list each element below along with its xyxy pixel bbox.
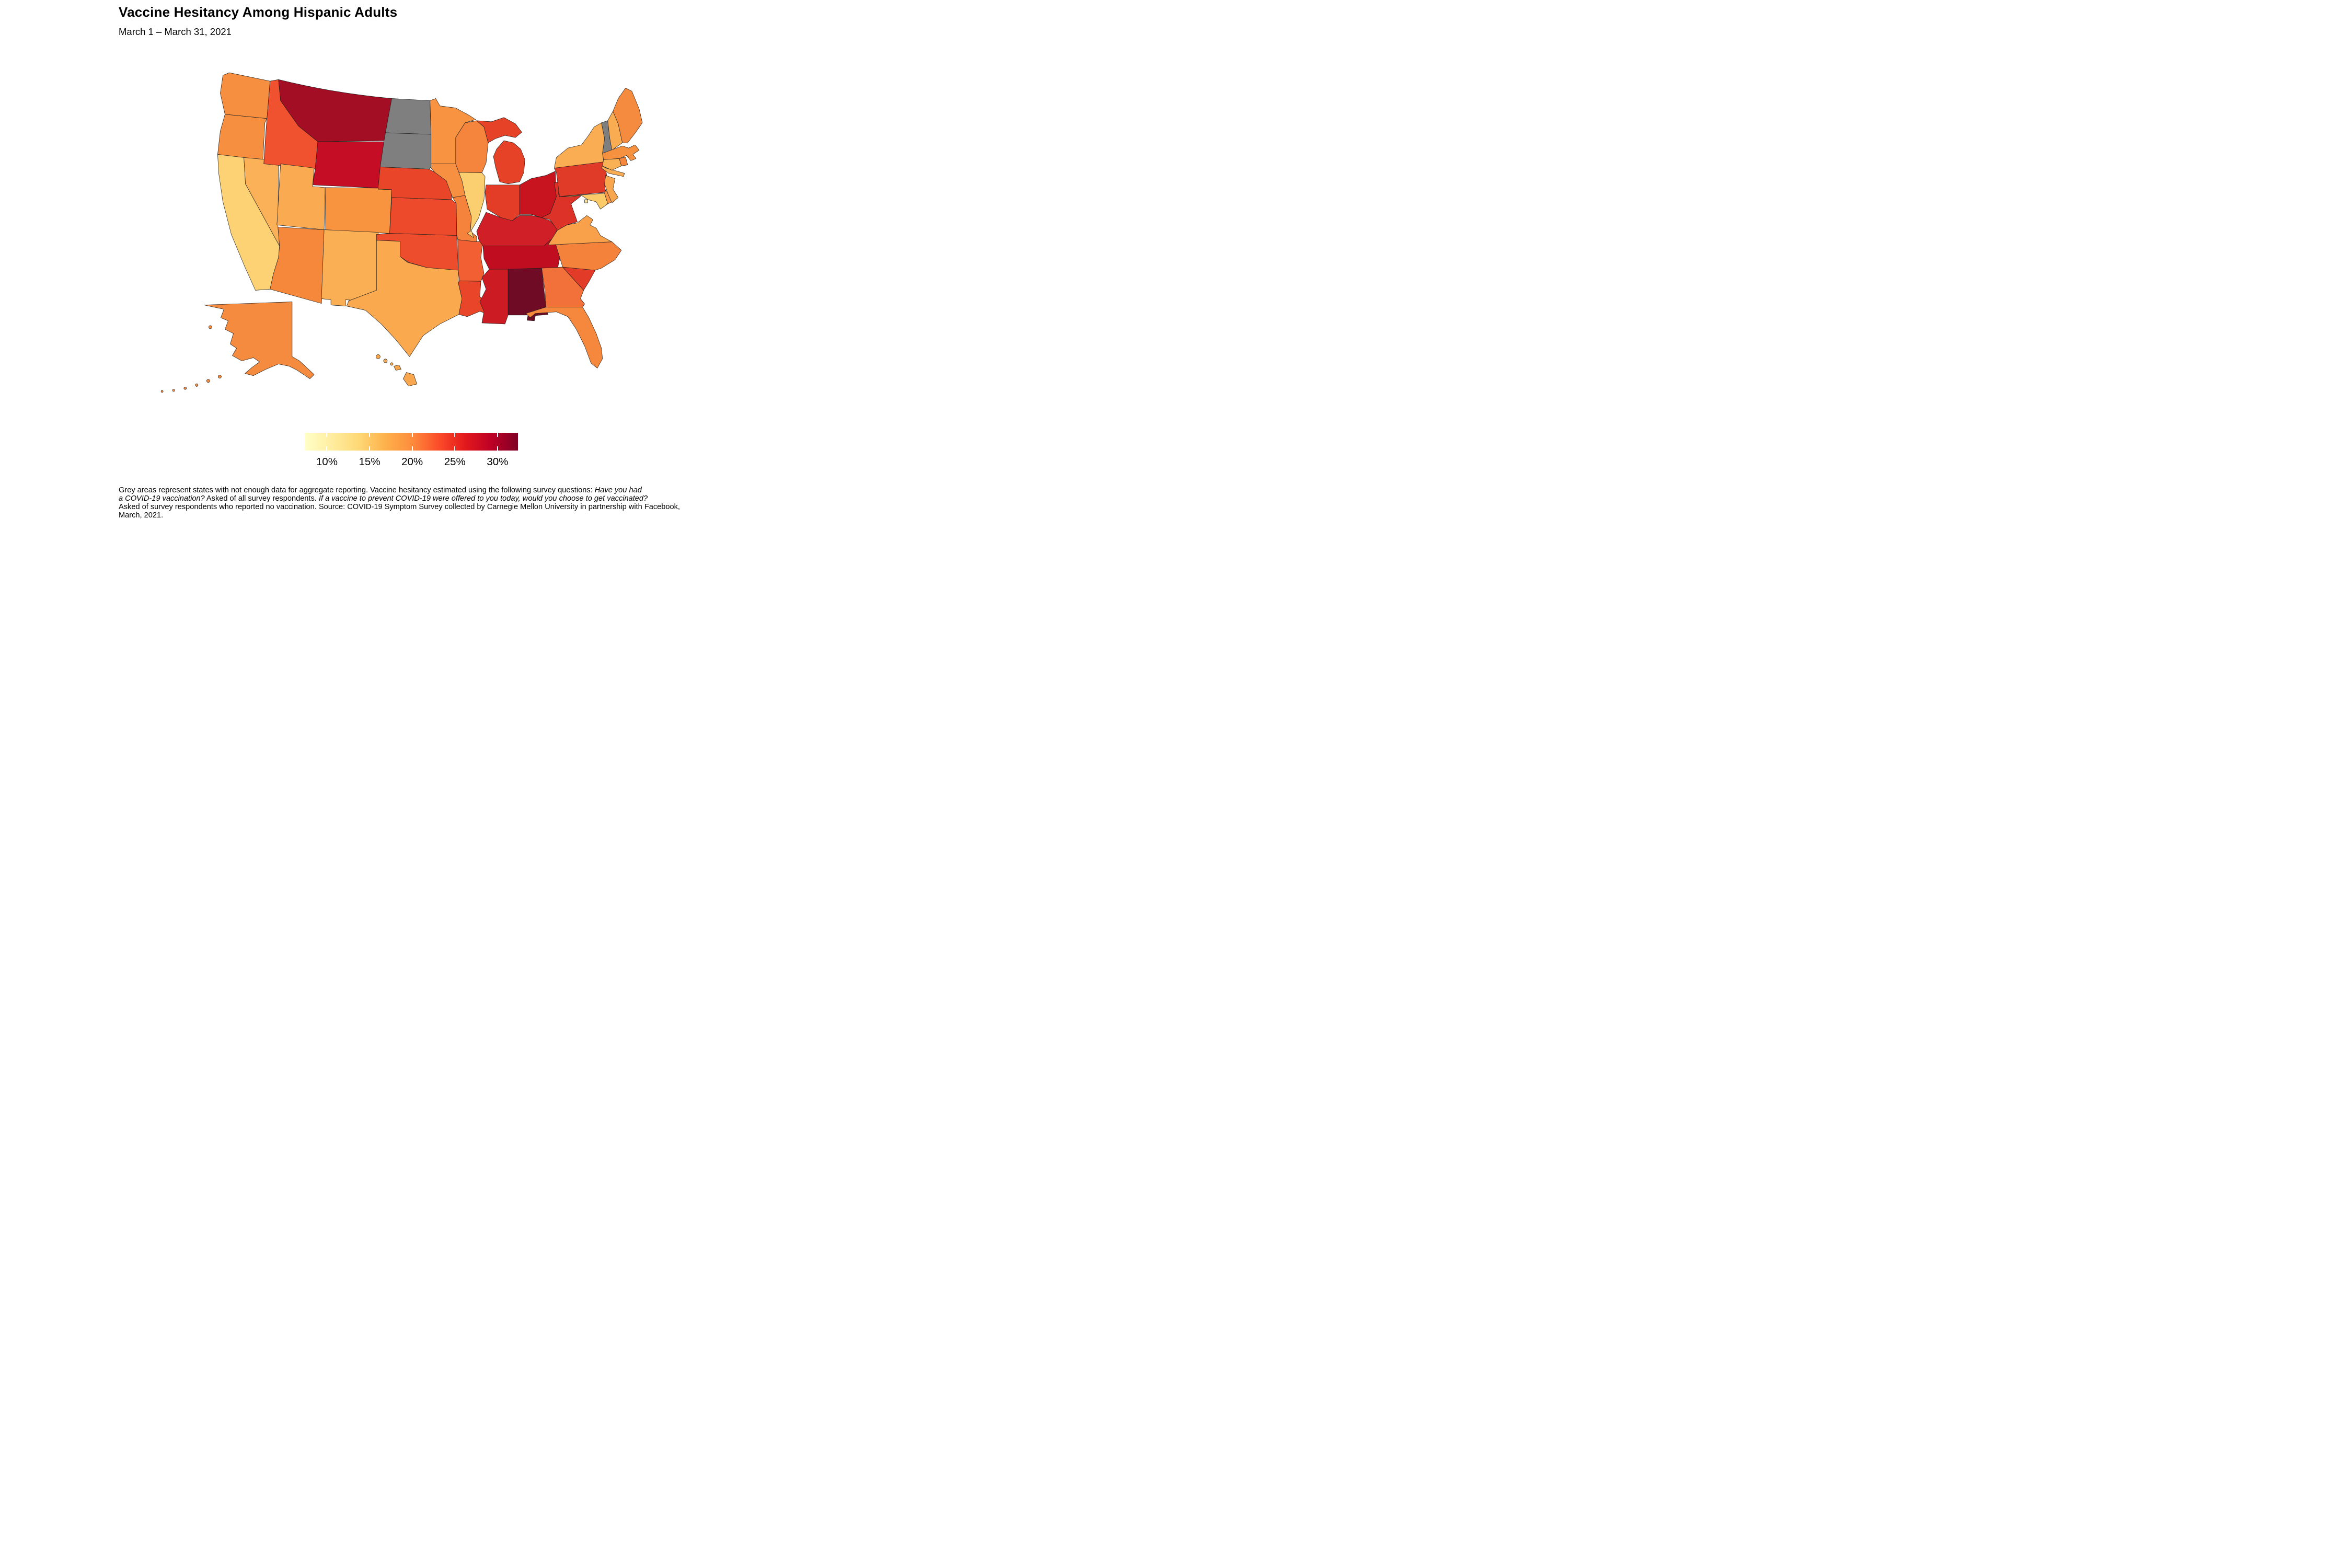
color-legend: 10% 15% 20% 25% 30% (305, 433, 518, 475)
state-NC (548, 239, 622, 271)
footnote-line: Grey areas represent states with not eno… (119, 486, 778, 495)
legend-tick-label: 25% (444, 456, 466, 468)
hawaii-inset (376, 354, 417, 387)
footnote-segment: Asked of survey respondents who reported… (119, 502, 680, 511)
state-AR (457, 239, 485, 282)
legend-tick-label: 30% (487, 456, 509, 468)
legend-tick-mark (326, 433, 328, 437)
legend-tick-mark (369, 446, 371, 451)
alaska-inset (160, 302, 315, 393)
state-DC (584, 199, 588, 203)
legend-tick-mark (454, 446, 456, 451)
us-choropleth-map (141, 64, 651, 401)
footnote-segment: March, 2021. (119, 511, 164, 520)
footnote-survey-question: If a vaccine to prevent COVID-19 were of… (318, 494, 648, 503)
footnote-segment: Grey areas represent states with not eno… (119, 486, 595, 494)
state-CO (325, 187, 392, 234)
state-OR (217, 114, 268, 162)
legend-tick-label: 20% (401, 456, 423, 468)
legend-tick-mark (411, 446, 413, 451)
aleutian-island (183, 387, 187, 390)
aleutian-island (160, 390, 164, 393)
state-MS (479, 269, 509, 325)
footnote-survey-question: Have you had (594, 486, 642, 494)
state-MI-upper-peninsula (476, 117, 522, 143)
aleutian-island (195, 383, 199, 387)
legend-gradient-bar (305, 433, 518, 451)
legend-tick-mark (369, 433, 371, 437)
state-TX (346, 240, 463, 357)
hawaii-island-maui (394, 365, 401, 371)
footnote-line: Asked of survey respondents who reported… (119, 503, 778, 512)
hawaii-island-molokai (390, 362, 394, 366)
legend-tick-mark (411, 433, 413, 437)
state-CT (602, 158, 622, 170)
alaska-island (209, 325, 212, 329)
state-ME (613, 88, 643, 143)
state-FL (525, 307, 603, 368)
footnote-segment: Asked of all survey respondents. (204, 494, 319, 503)
aleutian-island (218, 375, 222, 379)
footnote-text: Grey areas represent states with not eno… (119, 486, 778, 520)
us-map-svg (160, 72, 643, 393)
footnote-survey-question: a COVID-19 vaccination? (119, 494, 205, 503)
legend-tick-mark (454, 433, 456, 437)
state-MN (430, 98, 476, 164)
state-WY (312, 141, 384, 189)
state-KS (389, 197, 457, 236)
state-WA (220, 72, 271, 119)
legend-tick-mark (497, 433, 498, 437)
aleutian-island (206, 379, 210, 383)
state-AK (204, 302, 315, 379)
state-ND (385, 98, 432, 135)
state-NJ (604, 175, 619, 203)
aleutian-island (172, 389, 175, 392)
hawaii-island-kauai (376, 354, 381, 359)
legend-tick-mark (326, 446, 328, 451)
footnote-line: a COVID-19 vaccination? Asked of all sur… (119, 494, 778, 503)
state-MT (278, 79, 392, 142)
hawaii-island-oahu (383, 359, 388, 363)
legend-tick-label: 10% (316, 456, 338, 468)
state-OH (519, 171, 557, 218)
state-MI-lower-peninsula (493, 140, 525, 185)
page-subtitle: March 1 – March 31, 2021 (119, 26, 232, 37)
page-title: Vaccine Hesitancy Among Hispanic Adults (119, 4, 398, 20)
state-IL (458, 172, 486, 238)
state-AL (508, 268, 548, 321)
lower-48-states (217, 72, 643, 368)
figure-canvas: Vaccine Hesitancy Among Hispanic Adults … (0, 0, 784, 523)
footnote-line: March, 2021. (119, 511, 778, 520)
state-SD (380, 132, 434, 169)
legend-tick-mark (497, 446, 498, 451)
legend-tick-label: 15% (359, 456, 381, 468)
hawaii-island-big-island (403, 372, 417, 387)
